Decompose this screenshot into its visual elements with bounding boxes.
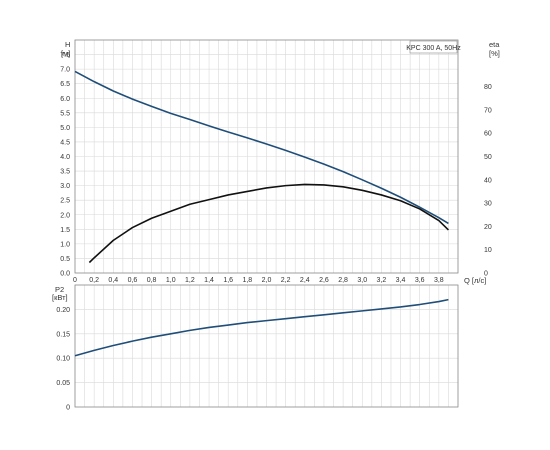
efficiency-tick-label: 0 [484, 271, 488, 278]
legend-box [409, 40, 458, 54]
lower-series [74, 298, 449, 357]
x-tick-label: 1,0 [166, 277, 176, 284]
efficiency-tick-label: 40 [484, 177, 492, 184]
x-tick-label: 1,8 [242, 277, 252, 284]
head-tick-label: 3.0 [60, 183, 70, 190]
power-tick-label: 0 [66, 405, 70, 412]
head-tick-label: 6.0 [60, 96, 70, 103]
head-tick-label: 6.5 [60, 81, 70, 88]
x-tick-label: 1,6 [223, 277, 233, 284]
power-tick-label: 0.05 [56, 380, 70, 387]
head-axis-label: H [65, 40, 70, 49]
head-axis-unit: [м] [61, 49, 70, 58]
power-tick-label: 0.10 [56, 356, 70, 363]
legend-label: KPC 300 A, 50Hz [406, 45, 461, 52]
x-tick-label: 1,4 [204, 277, 214, 284]
efficiency-tick-label: 30 [484, 201, 492, 208]
x-tick-label: 2,0 [262, 277, 272, 284]
lower-plot-frame [74, 284, 459, 408]
efficiency-tick-label: 20 [484, 224, 492, 231]
efficiency-axis-unit: [%] [489, 49, 500, 58]
power-curve [74, 298, 449, 357]
x-tick-label: 0,2 [89, 277, 99, 284]
x-tick-label: 0,8 [147, 277, 157, 284]
x-tick-label: 1,2 [185, 277, 195, 284]
x-tick-label: 0 [73, 277, 77, 284]
lower-grid [74, 284, 459, 408]
head-tick-label: 3.5 [60, 169, 70, 176]
power-axis-unit: [кВт] [52, 293, 68, 302]
efficiency-tick-label: 70 [484, 107, 492, 114]
x-tick-label: 0,4 [108, 277, 118, 284]
upper-series [74, 70, 449, 264]
head-tick-label: 0.5 [60, 256, 70, 263]
head-tick-label: 2.5 [60, 198, 70, 205]
x-tick-label: 0,6 [128, 277, 138, 284]
efficiency-tick-label: 10 [484, 247, 492, 254]
lower-tick-labels: 0 0.05 0.10 0.15 0.20 [56, 307, 70, 412]
efficiency-curve [88, 183, 449, 264]
x-tick-label: 2,6 [319, 277, 329, 284]
head-tick-label: 7.5 [60, 52, 70, 59]
head-tick-label: 4.5 [60, 139, 70, 146]
x-tick-label: 2,4 [300, 277, 310, 284]
x-tick-label: 3,6 [415, 277, 425, 284]
head-tick-label: 2.0 [60, 212, 70, 219]
upper-plot-frame [74, 39, 459, 274]
power-tick-label: 0.15 [56, 331, 70, 338]
x-tick-label: 2,2 [281, 277, 291, 284]
efficiency-tick-label: 60 [484, 131, 492, 138]
flow-axis-label: Q [л/с] [464, 276, 486, 285]
x-tick-label: 3,8 [434, 277, 444, 284]
efficiency-axis-label: eta [489, 40, 500, 49]
efficiency-tick-label: 50 [484, 154, 492, 161]
head-tick-label: 1.0 [60, 241, 70, 248]
head-tick-label: 0.0 [60, 271, 70, 278]
x-tick-label: 3,4 [396, 277, 406, 284]
power-axis-label: P2 [55, 285, 64, 294]
head-tick-label: 4.0 [60, 154, 70, 161]
x-tick-label: 2,8 [338, 277, 348, 284]
power-tick-label: 0.20 [56, 307, 70, 314]
head-tick-label: 5.0 [60, 125, 70, 132]
upper-tick-labels: 0 0,2 0,4 0,6 0,8 1,0 1,2 1,4 1,6 1,8 2,0 2,2 2,4 2,6… [60, 52, 492, 284]
head-tick-label: 7.0 [60, 67, 70, 74]
head-tick-label: 1.5 [60, 227, 70, 234]
efficiency-tick-label: 80 [484, 84, 492, 91]
head-tick-label: 5.5 [60, 110, 70, 117]
x-tick-label: 3,2 [377, 277, 387, 284]
x-tick-label: 3,0 [357, 277, 367, 284]
head-curve [74, 70, 449, 225]
upper-grid [74, 39, 459, 274]
